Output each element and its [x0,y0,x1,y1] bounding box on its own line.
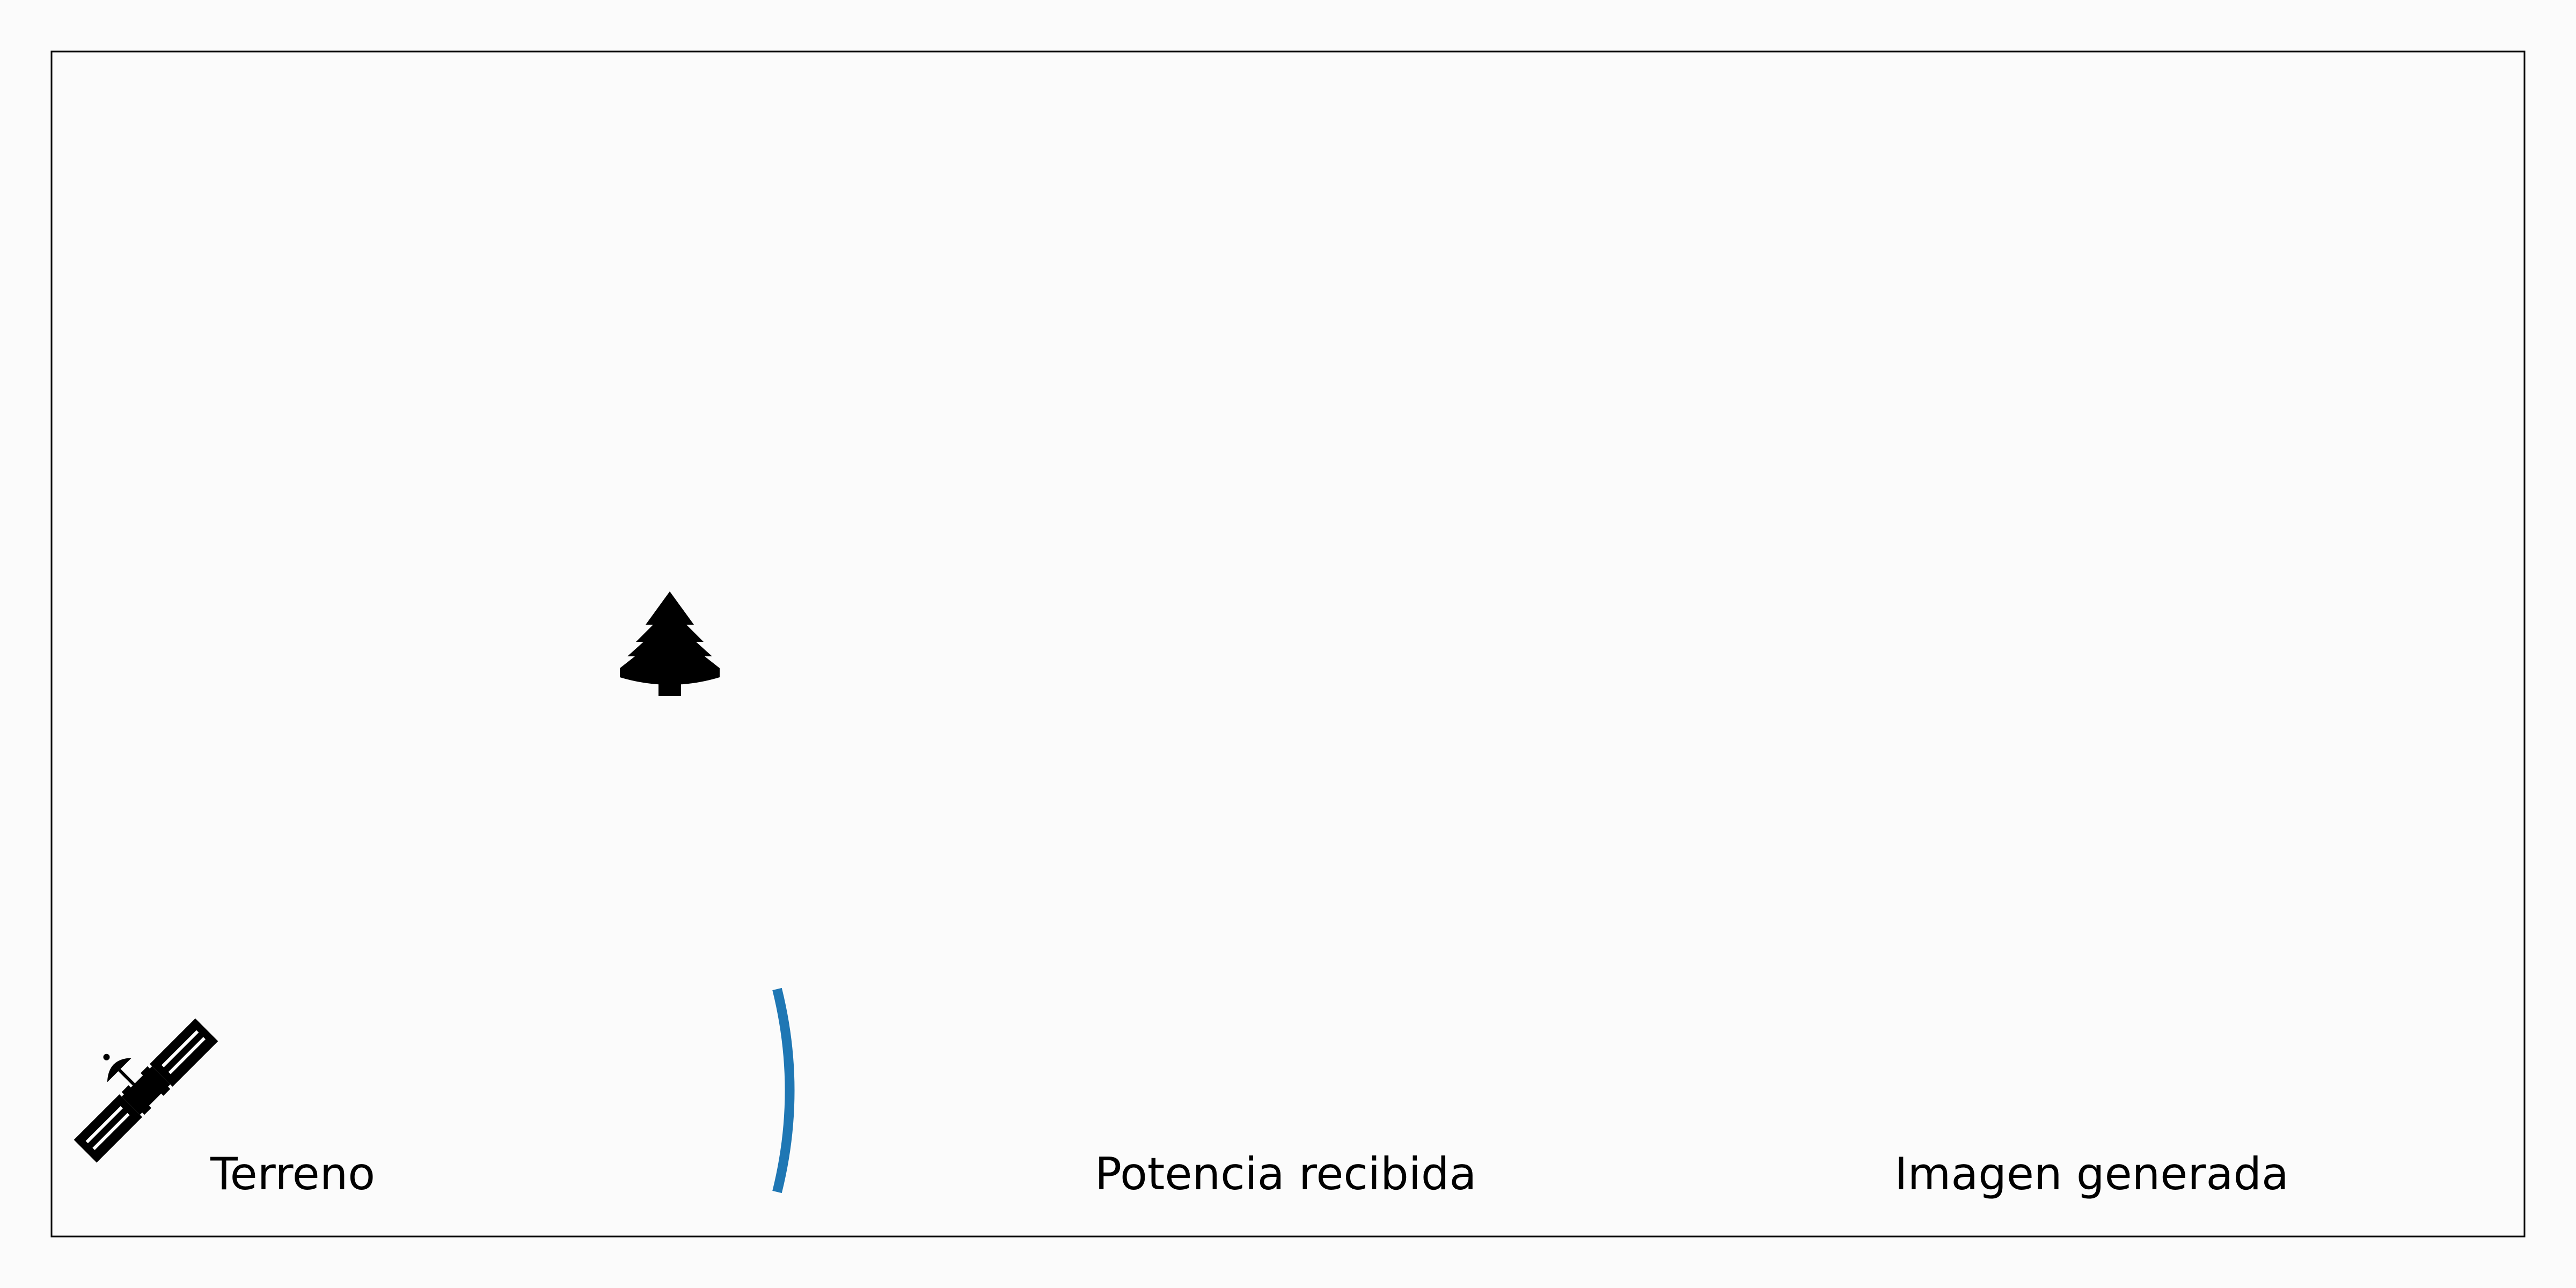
terrain-label: Terreno [210,1148,375,1200]
received-power-label: Potencia recibida [1095,1148,1476,1200]
tree-icon [620,591,720,696]
wavefront-arc [772,987,795,1194]
generated-image-label: Imagen generada [1894,1148,2289,1200]
diagram-frame [50,50,2526,1238]
satellite-icon [74,1018,218,1163]
